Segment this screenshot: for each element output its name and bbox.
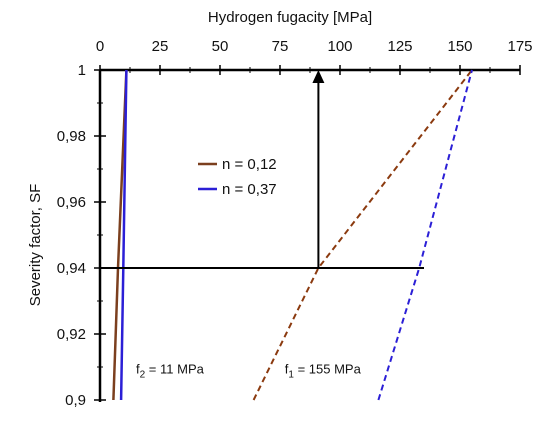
y-tick-label: 0,92	[57, 326, 86, 343]
annotation-0: f2 = 11 MPa	[136, 362, 205, 381]
axes: 0 25 50 75 100 125 150 175 0,9 0,92 0,94 0,96 0,98 1	[57, 38, 533, 409]
series-layer	[112, 69, 473, 401]
x-axis-title: Hydrogen fugacity [MPa]	[208, 9, 372, 26]
arrow-head-icon	[312, 70, 325, 83]
x-tick-label: 0	[96, 38, 104, 55]
y-tick-label: 0,9	[65, 392, 86, 409]
x-tick-label: 50	[212, 38, 229, 55]
y-tick-label: 0,98	[57, 128, 86, 145]
y-axis-title: Severity factor, SF	[27, 184, 44, 307]
series-line-2	[252, 69, 473, 401]
legend-label: n = 0,12	[222, 156, 277, 173]
x-tick-label: 100	[327, 38, 352, 55]
annotation-1: f1 = 155 MPa	[285, 362, 362, 381]
legend-label: n = 0,37	[222, 181, 277, 198]
y-tick-label: 1	[78, 62, 86, 79]
x-tick-label: 175	[507, 38, 532, 55]
series-line-3	[377, 69, 473, 401]
y-tick-label: 0,96	[57, 194, 86, 211]
x-tick-label: 125	[387, 38, 412, 55]
reference-lines	[100, 70, 424, 269]
x-tick-label: 150	[447, 38, 472, 55]
x-tick-label: 25	[152, 38, 169, 55]
text-layer: Hydrogen fugacity [MPa] Severity factor,…	[27, 9, 372, 381]
legend: n = 0,12 n = 0,37	[198, 156, 277, 198]
x-tick-label: 75	[272, 38, 289, 55]
y-tick-label: 0,94	[57, 260, 86, 277]
